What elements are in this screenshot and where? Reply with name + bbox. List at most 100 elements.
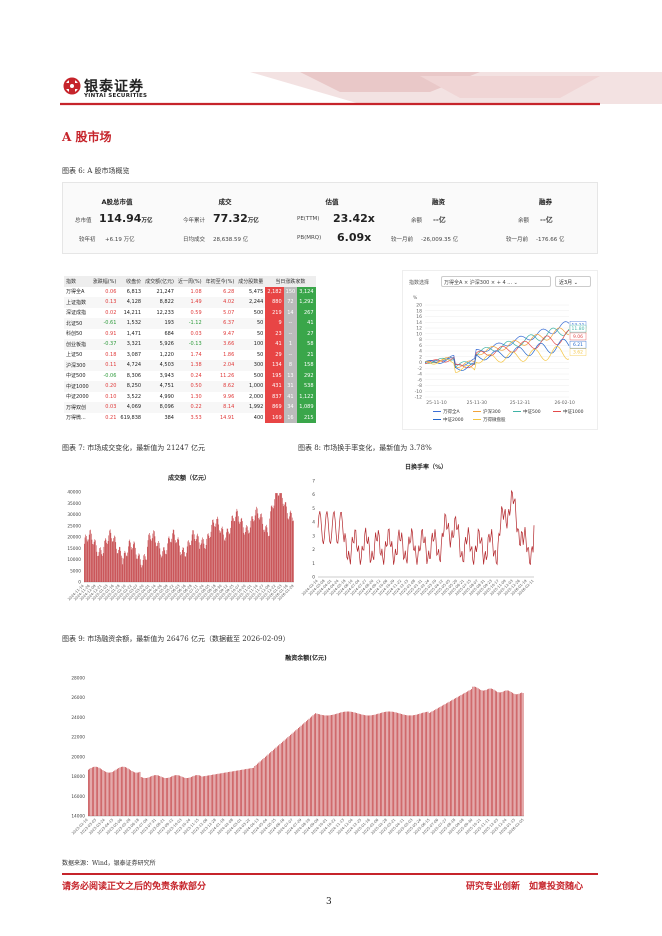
bar <box>109 529 111 582</box>
bar <box>262 523 264 582</box>
bar <box>397 712 398 816</box>
bar <box>316 713 318 816</box>
bar <box>461 694 463 816</box>
bar <box>246 525 247 582</box>
bar <box>279 744 281 816</box>
range-select[interactable]: 近3月 ⌄ <box>555 276 591 287</box>
bar <box>280 493 281 582</box>
y-tick-label: 15000 <box>67 546 81 552</box>
bar <box>123 558 124 582</box>
bar <box>141 567 142 582</box>
bar <box>99 548 100 582</box>
bar <box>424 712 426 816</box>
bar <box>389 711 390 816</box>
bar <box>152 533 154 582</box>
table-cell: 3,087 <box>126 351 142 358</box>
bar <box>118 768 120 816</box>
table-cell: 384 <box>164 414 174 421</box>
bar <box>163 777 165 816</box>
bar <box>192 776 194 816</box>
bar <box>218 773 220 816</box>
bar <box>183 777 184 816</box>
table-cell: 4.02 <box>223 299 235 306</box>
table-cell: 9.47 <box>223 330 235 337</box>
table-cell: 1.38 <box>190 362 202 369</box>
bar <box>138 553 140 582</box>
bar <box>184 777 186 816</box>
bar <box>365 715 367 816</box>
bar <box>286 506 287 582</box>
table-cell: 14 <box>283 307 298 318</box>
series-line-万得微盘股 <box>424 346 570 373</box>
bar <box>159 776 161 816</box>
bar <box>199 548 201 582</box>
table-cell: 400 <box>253 414 264 421</box>
y-tick-label: 7 <box>312 479 315 485</box>
bar <box>457 696 459 816</box>
index-table: 指数 涨跌幅(%) 收盘价 成交额(亿元) 近一周(%) 年初至今(%) 成分股数量 当日涨跌… <box>64 276 316 423</box>
table-cell: 1.49 <box>190 299 202 306</box>
bar <box>465 692 467 816</box>
bar <box>148 777 150 816</box>
bar <box>163 547 164 582</box>
bar <box>102 553 104 582</box>
tag-wind-a[interactable]: 万得全A × <box>444 280 469 286</box>
bar <box>98 767 100 816</box>
page-number: 3 <box>326 897 332 907</box>
bar <box>239 523 240 582</box>
bar <box>212 520 213 582</box>
bar <box>177 775 179 816</box>
table-cell: 158 <box>297 360 316 371</box>
bar <box>230 771 232 816</box>
bar <box>133 544 134 582</box>
bar <box>117 768 118 816</box>
bar <box>114 536 116 582</box>
bar <box>179 775 180 816</box>
tag-more[interactable]: + 4 ... <box>496 280 513 286</box>
bar <box>339 712 340 816</box>
bar <box>156 546 157 582</box>
bar <box>372 715 373 816</box>
bar <box>271 505 273 582</box>
table-header: 年初至今(%) <box>203 276 237 287</box>
end-label: 11.80 <box>572 326 585 332</box>
bar <box>269 753 270 816</box>
table-cell: 50 <box>256 351 264 358</box>
bar <box>238 516 239 582</box>
bar <box>94 766 96 816</box>
bar <box>394 712 396 816</box>
bar <box>178 539 180 582</box>
index-select-input[interactable]: 万得全A × 沪深300 × + 4 ... ⌄ <box>441 276 551 287</box>
table-cell: 1.74 <box>190 351 202 358</box>
table-cell: 16 <box>283 412 298 423</box>
table-cell: 8.62 <box>223 383 235 390</box>
table-row: 万得双创 0.03 4,069 8,096 0.22 8.14 1,992 869 34 1,08… <box>64 402 316 413</box>
y-tick-label: 28000 <box>71 676 85 682</box>
y-tick-label: 35000 <box>67 501 81 507</box>
bar <box>220 773 221 816</box>
bar <box>428 713 430 816</box>
bar <box>96 551 98 582</box>
bar <box>479 689 480 816</box>
bar <box>130 547 132 582</box>
bar <box>283 506 285 582</box>
bar <box>228 534 230 582</box>
bar <box>180 555 182 582</box>
bar <box>205 545 207 582</box>
bar <box>319 714 320 816</box>
legend-label: 万得微盘股 <box>483 416 506 423</box>
bar <box>102 770 104 816</box>
bar <box>442 705 443 816</box>
bar <box>123 766 125 816</box>
chevron-down-icon[interactable]: ⌄ <box>513 280 518 286</box>
bar <box>281 493 282 582</box>
footer-slogan: 研究专业创新 如意投资随心 <box>466 882 584 892</box>
bar <box>251 516 252 582</box>
footer-disclaimer: 请务必阅读正文之后的免责条款部分 <box>62 882 207 892</box>
bar <box>259 517 261 582</box>
tag-hs300[interactable]: 沪深300 × <box>469 280 496 286</box>
bar <box>105 771 106 816</box>
bar <box>245 527 247 582</box>
y-tick-label: 14000 <box>71 814 85 820</box>
bar <box>191 540 192 582</box>
